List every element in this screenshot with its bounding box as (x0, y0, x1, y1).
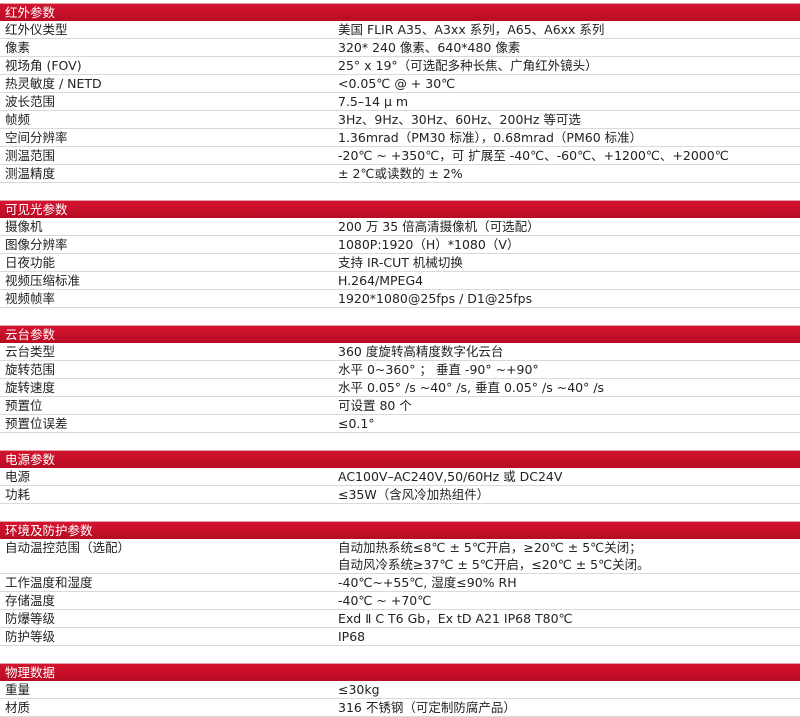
spec-label: 存储温度 (5, 593, 56, 608)
spec-label: 测温精度 (5, 166, 56, 181)
spec-label: 日夜功能 (5, 255, 56, 270)
spec-value: ± 2℃或读数的 ± 2% (338, 166, 463, 181)
spec-label: 帧频 (5, 112, 31, 127)
spec-value: 1920*1080@25fps / D1@25fps (338, 291, 533, 306)
spec-label: 测温范围 (5, 148, 56, 163)
spec-label: 功耗 (5, 487, 31, 502)
spec-row: 旋转速度 水平 0.05° /s ~40° /s, 垂直 0.05° /s ~40… (0, 379, 800, 397)
spec-row: 波长范围 7.5–14 μ m (0, 93, 800, 111)
spec-value: ≤35W（含风冷加热组件） (338, 487, 490, 502)
spec-row: 帧频 3Hz、9Hz、30Hz、60Hz、200Hz 等可选 (0, 111, 800, 129)
section-ptz: 云台参数 云台类型 360 度旋转高精度数字化云台旋转范围 水平 0~360° ； 垂… (0, 325, 800, 433)
spec-row: 工作温度和湿度 -40℃~+55℃, 湿度≤90% RH (0, 574, 800, 592)
spec-label: 预置位 (5, 398, 43, 413)
section-header: 红外参数 (0, 3, 800, 21)
spec-row: 图像分辨率 1080P:1920（H）*1080（V） (0, 236, 800, 254)
spec-label: 热灵敏度 / NETD (5, 76, 102, 91)
spec-value: 316 不锈钢（可定制防腐产品） (338, 700, 516, 715)
spec-label: 摄像机 (5, 219, 43, 234)
spec-label: 自动温控范围（选配） (5, 540, 131, 555)
spec-label: 图像分辨率 (5, 237, 68, 252)
spec-row: 材质 316 不锈钢（可定制防腐产品） (0, 699, 800, 717)
spec-label: 像素 (5, 40, 31, 55)
spec-value: 360 度旋转高精度数字化云台 (338, 344, 504, 359)
section-physical: 物理数据 重量 ≤30kg 材质 316 不锈钢（可定制防腐产品） (0, 663, 800, 717)
section-header: 云台参数 (0, 325, 800, 343)
spec-row: 红外仪类型 美国 FLIR A35、A3xx 系列，A65、A6xx 系列 (0, 21, 800, 39)
spec-label: 红外仪类型 (5, 22, 68, 37)
spec-row: 测温精度 ± 2℃或读数的 ± 2% (0, 165, 800, 183)
spec-value: 水平 0.05° /s ~40° /s, 垂直 0.05° /s ~40° /s (338, 380, 605, 395)
spec-row: 像素 320* 240 像素、640*480 像素 (0, 39, 800, 57)
spec-label: 材质 (5, 700, 31, 715)
spec-row: 电源 AC100V–AC240V,50/60Hz 或 DC24V (0, 468, 800, 486)
spec-row: 测温范围 -20℃ ~ +350℃，可 扩展至 -40℃、-60℃、+1200℃… (0, 147, 800, 165)
spec-value: 1.36mrad（PM30 标准），0.68mrad（PM60 标准） (338, 130, 643, 145)
section-infrared: 红外参数 红外仪类型 美国 FLIR A35、A3xx 系列，A65、A6xx 系列… (0, 3, 800, 183)
spec-value: 200 万 35 倍高清摄像机（可选配） (338, 219, 540, 234)
spec-value: 1080P:1920（H）*1080（V） (338, 237, 520, 252)
spec-label: 视频帧率 (5, 291, 56, 306)
spec-row: 预置位误差 ≤0.1° (0, 415, 800, 433)
spec-row: 预置位 可设置 80 个 (0, 397, 800, 415)
section-visible-light: 可见光参数 摄像机 200 万 35 倍高清摄像机（可选配） 图像分辨率 1080P:1… (0, 200, 800, 308)
spec-label: 防护等级 (5, 629, 56, 644)
spec-value: 自动加热系统≤8℃ ± 5℃开启，≥20℃ ± 5℃关闭； 自动风冷系统≥37℃… (338, 540, 650, 572)
spec-row: 旋转范围 水平 0~360° ； 垂直 -90° ~+90° (0, 361, 800, 379)
spec-row: 空间分辨率 1.36mrad（PM30 标准），0.68mrad（PM60 标准） (0, 129, 800, 147)
spec-label: 电源 (5, 469, 31, 484)
spec-value: <0.05℃ @ + 30℃ (338, 76, 456, 91)
spec-label: 旋转速度 (5, 380, 56, 395)
spec-row: 视场角 (FOV) 25° x 19°（可选配多种长焦、广角红外镜头） (0, 57, 800, 75)
spec-label: 预置位误差 (5, 416, 68, 431)
spec-label: 视场角 (FOV) (5, 58, 82, 73)
spec-value: IP68 (338, 629, 366, 644)
spec-value: 320* 240 像素、640*480 像素 (338, 40, 521, 55)
spec-row: 重量 ≤30kg (0, 681, 800, 699)
spec-value: 25° x 19°（可选配多种长焦、广角红外镜头） (338, 58, 598, 73)
spec-label: 空间分辨率 (5, 130, 68, 145)
spec-label: 工作温度和湿度 (5, 575, 93, 590)
spec-value: 7.5–14 μ m (338, 94, 409, 109)
section-environment: 环境及防护参数 自动温控范围（选配） 自动加热系统≤8℃ ± 5℃开启，≥20℃ ±… (0, 521, 800, 646)
spec-value: -40℃~+55℃, 湿度≤90% RH (338, 575, 517, 590)
spec-row: 摄像机 200 万 35 倍高清摄像机（可选配） (0, 218, 800, 236)
spec-value: Exd Ⅱ C T6 Gb，Ex tD A21 IP68 T80℃ (338, 611, 573, 626)
spec-row: 功耗 ≤35W（含风冷加热组件） (0, 486, 800, 504)
spec-value: ≤0.1° (338, 416, 375, 431)
spec-label: 视频压缩标准 (5, 273, 81, 288)
spec-label: 旋转范围 (5, 362, 56, 377)
spec-row: 视频帧率 1920*1080@25fps / D1@25fps (0, 290, 800, 308)
section-header: 可见光参数 (0, 200, 800, 218)
spec-row: 存储温度 -40℃ ~ +70℃ (0, 592, 800, 610)
section-header: 物理数据 (0, 663, 800, 681)
spec-value: 美国 FLIR A35、A3xx 系列，A65、A6xx 系列 (338, 22, 605, 37)
spec-value: 支持 IR-CUT 机械切换 (338, 255, 463, 270)
section-power: 电源参数 电源 AC100V–AC240V,50/60Hz 或 DC24V 功耗 ≤35… (0, 450, 800, 504)
spec-row: 自动温控范围（选配） 自动加热系统≤8℃ ± 5℃开启，≥20℃ ± 5℃关闭； … (0, 539, 800, 574)
spec-value: 3Hz、9Hz、30Hz、60Hz、200Hz 等可选 (338, 112, 581, 127)
spec-label: 波长范围 (5, 94, 56, 109)
spec-value: -20℃ ~ +350℃，可 扩展至 -40℃、-60℃、+1200℃、+200… (338, 148, 729, 163)
section-header: 电源参数 (0, 450, 800, 468)
spec-value: -40℃ ~ +70℃ (338, 593, 432, 608)
spec-label: 重量 (5, 682, 31, 697)
spec-label: 防爆等级 (5, 611, 56, 626)
spec-value: 水平 0~360° ； 垂直 -90° ~+90° (338, 362, 539, 377)
spec-row: 热灵敏度 / NETD <0.05℃ @ + 30℃ (0, 75, 800, 93)
spec-row: 防护等级 IP68 (0, 628, 800, 646)
spec-row: 云台类型 360 度旋转高精度数字化云台 (0, 343, 800, 361)
spec-value: 可设置 80 个 (338, 398, 412, 413)
spec-value: ≤30kg (338, 682, 380, 697)
spec-value: H.264/MPEG4 (338, 273, 424, 288)
spec-row: 视频压缩标准 H.264/MPEG4 (0, 272, 800, 290)
spec-row: 日夜功能 支持 IR-CUT 机械切换 (0, 254, 800, 272)
section-header: 环境及防护参数 (0, 521, 800, 539)
spec-value: AC100V–AC240V,50/60Hz 或 DC24V (338, 469, 563, 484)
spec-label: 云台类型 (5, 344, 56, 359)
spec-row: 防爆等级 Exd Ⅱ C T6 Gb，Ex tD A21 IP68 T80℃ (0, 610, 800, 628)
